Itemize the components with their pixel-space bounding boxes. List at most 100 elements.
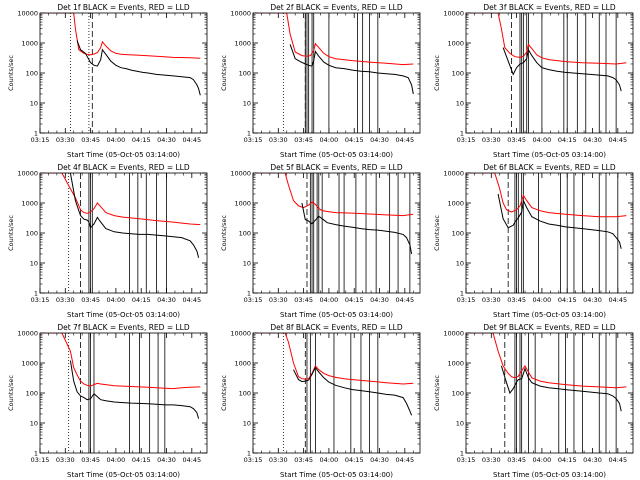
x-tick-label: 04:45 — [395, 136, 414, 144]
lld-series-line — [40, 333, 201, 390]
chart-title: Det 6f BLACK = Events, RED = LLD — [483, 163, 616, 172]
detector-chart: Det 2f BLACK = Events, RED = LLD Counts/s… — [220, 3, 421, 159]
y-tick-label: 10 — [456, 420, 464, 428]
y-tick-label: 10 — [243, 420, 251, 428]
y-tick-label: 100 — [452, 390, 464, 398]
lld-series-line — [253, 333, 414, 385]
x-tick-label: 03:15 — [31, 296, 50, 304]
y-tick-label: 10000 — [230, 330, 251, 338]
y-tick-label: 10 — [456, 100, 464, 108]
y-tick-label: 1000 — [21, 40, 38, 48]
plot-frame — [39, 332, 208, 454]
y-tick-label: 10000 — [443, 10, 464, 18]
detector-panel: Det 8f BLACK = Events, RED = LLD Counts/s… — [213, 320, 426, 480]
x-axis-label: Start Time (05-Oct-05 03:14:00) — [493, 311, 606, 319]
lld-series-line — [466, 173, 627, 218]
lld-series-line — [466, 333, 627, 389]
y-tick-label: 10 — [30, 260, 38, 268]
detector-panel: Det 1f BLACK = Events, RED = LLD Counts/s… — [0, 0, 213, 160]
x-tick-label: 04:00 — [320, 136, 339, 144]
events-series-line — [497, 193, 622, 249]
chart-title: Det 1f BLACK = Events, RED = LLD — [57, 3, 190, 12]
x-tick-label: 03:15 — [31, 456, 50, 464]
y-tick-label: 1000 — [447, 200, 464, 208]
y-axis-label: Counts/sec — [433, 55, 441, 91]
y-tick-label: 10 — [456, 260, 464, 268]
lld-series-line — [253, 13, 414, 66]
y-axis-label: Counts/sec — [433, 215, 441, 251]
y-tick-label: 1000 — [447, 40, 464, 48]
x-tick-label: 04:45 — [182, 456, 201, 464]
y-tick-label: 1 — [247, 290, 251, 298]
x-tick-label: 04:45 — [395, 456, 414, 464]
x-tick-label: 03:45 — [294, 136, 313, 144]
x-tick-label: 04:15 — [345, 296, 364, 304]
detector-chart: Det 8f BLACK = Events, RED = LLD Counts/s… — [220, 323, 421, 479]
detector-panel: Det 3f BLACK = Events, RED = LLD Counts/s… — [426, 0, 639, 160]
lld-series-line — [253, 173, 414, 217]
events-series-line — [289, 44, 414, 95]
x-tick-label: 04:30 — [583, 296, 602, 304]
y-tick-label: 1000 — [447, 360, 464, 368]
y-axis-label: Counts/sec — [7, 375, 15, 411]
x-tick-label: 04:30 — [157, 296, 176, 304]
x-tick-label: 03:30 — [269, 456, 288, 464]
x-axis-label: Start Time (05-Oct-05 03:14:00) — [280, 151, 393, 159]
events-series-line — [502, 47, 622, 92]
x-tick-label: 03:15 — [244, 136, 263, 144]
plot-frame — [252, 172, 421, 294]
x-tick-label: 04:00 — [107, 296, 126, 304]
y-tick-label: 10000 — [230, 10, 251, 18]
y-tick-label: 1 — [34, 130, 38, 138]
chart-title: Det 8f BLACK = Events, RED = LLD — [270, 323, 403, 332]
lld-series-line — [40, 13, 201, 59]
y-tick-label: 1000 — [21, 360, 38, 368]
x-tick-label: 04:45 — [395, 296, 414, 304]
x-tick-label: 04:00 — [107, 136, 126, 144]
x-tick-label: 04:15 — [558, 136, 577, 144]
plot-frame — [39, 12, 208, 134]
x-tick-label: 03:15 — [457, 296, 476, 304]
y-tick-label: 100 — [239, 230, 251, 238]
events-series-line — [301, 202, 413, 255]
y-tick-label: 1 — [34, 290, 38, 298]
y-axis-label: Counts/sec — [220, 375, 228, 411]
plot-frame — [465, 332, 634, 454]
lld-series-line — [466, 13, 627, 65]
x-tick-label: 04:30 — [370, 456, 389, 464]
y-tick-label: 10 — [243, 100, 251, 108]
detector-panel: Det 5f BLACK = Events, RED = LLD Counts/s… — [213, 160, 426, 320]
x-tick-label: 04:15 — [345, 456, 364, 464]
x-tick-label: 04:30 — [583, 456, 602, 464]
x-tick-label: 04:15 — [132, 456, 151, 464]
x-tick-label: 03:45 — [81, 456, 100, 464]
x-tick-label: 04:45 — [182, 296, 201, 304]
x-tick-label: 04:15 — [558, 456, 577, 464]
y-axis-label: Counts/sec — [7, 215, 15, 251]
chart-title: Det 3f BLACK = Events, RED = LLD — [483, 3, 616, 12]
detector-chart: Det 3f BLACK = Events, RED = LLD Counts/s… — [433, 3, 634, 159]
x-tick-label: 03:45 — [507, 136, 526, 144]
plot-frame — [252, 12, 421, 134]
plot-frame — [465, 12, 634, 134]
x-tick-label: 03:45 — [81, 136, 100, 144]
x-tick-label: 03:15 — [31, 136, 50, 144]
y-tick-label: 10000 — [17, 170, 38, 178]
chart-title: Det 4f BLACK = Events, RED = LLD — [57, 163, 190, 172]
chart-title: Det 5f BLACK = Events, RED = LLD — [270, 163, 403, 172]
x-tick-label: 04:30 — [157, 456, 176, 464]
x-tick-label: 03:15 — [244, 296, 263, 304]
x-axis-label: Start Time (05-Oct-05 03:14:00) — [493, 471, 606, 479]
x-axis-label: Start Time (05-Oct-05 03:14:00) — [280, 471, 393, 479]
x-tick-label: 03:30 — [482, 456, 501, 464]
detector-chart: Det 4f BLACK = Events, RED = LLD Counts/s… — [7, 163, 208, 319]
y-tick-label: 1 — [460, 290, 464, 298]
y-tick-label: 100 — [452, 70, 464, 78]
x-tick-label: 03:15 — [457, 136, 476, 144]
x-axis-label: Start Time (05-Oct-05 03:14:00) — [280, 311, 393, 319]
y-tick-label: 1 — [460, 130, 464, 138]
detector-chart: Det 9f BLACK = Events, RED = LLD Counts/s… — [433, 323, 634, 479]
x-tick-label: 03:30 — [56, 296, 75, 304]
detector-panel: Det 7f BLACK = Events, RED = LLD Counts/s… — [0, 320, 213, 480]
y-tick-label: 1000 — [234, 200, 251, 208]
